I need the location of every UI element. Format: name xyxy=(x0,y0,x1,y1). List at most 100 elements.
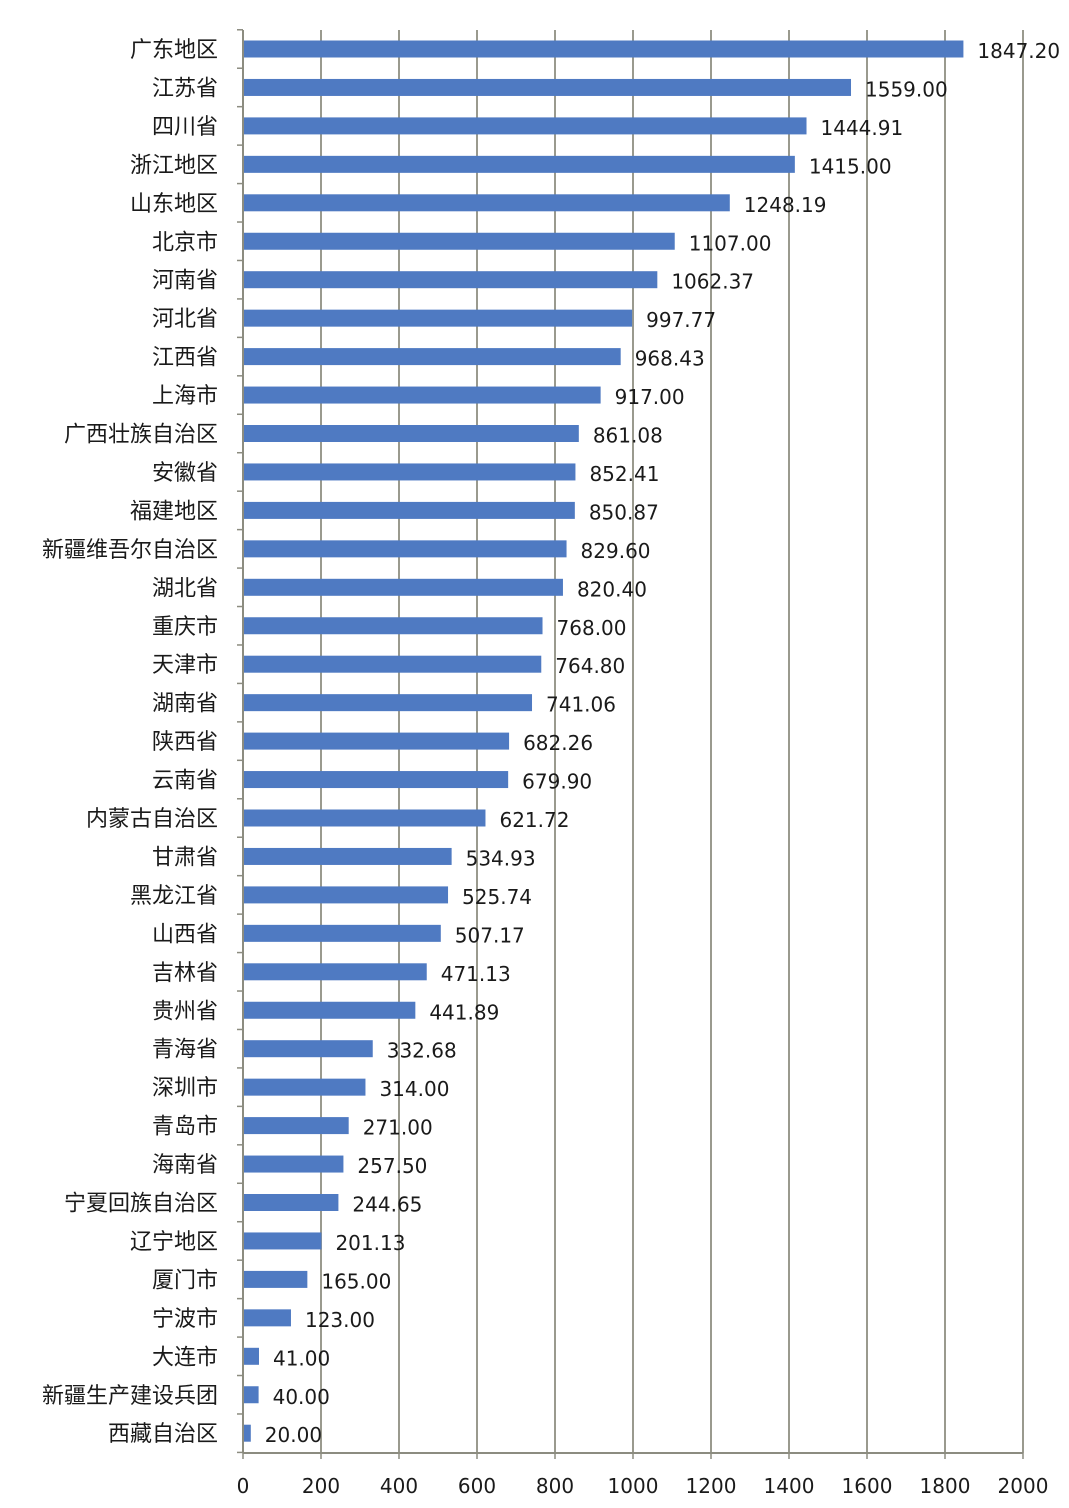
bar-28 xyxy=(244,1117,349,1135)
category-label: 上海市 xyxy=(152,384,218,409)
value-label: 820.40 xyxy=(577,577,647,601)
category-label: 重庆市 xyxy=(152,615,218,640)
bar-26 xyxy=(244,1040,373,1058)
bar-35 xyxy=(244,1386,259,1404)
bar-20 xyxy=(244,809,486,827)
bar-17 xyxy=(244,694,533,712)
value-label: 244.65 xyxy=(352,1193,422,1217)
bar-25 xyxy=(244,1001,416,1019)
value-label: 165.00 xyxy=(321,1269,391,1293)
value-label: 441.89 xyxy=(429,1000,499,1024)
value-label: 1248.19 xyxy=(744,193,827,217)
value-label: 20.00 xyxy=(265,1423,322,1447)
category-label: 深圳市 xyxy=(152,1076,218,1101)
category-label: 内蒙古自治区 xyxy=(86,807,218,832)
value-label: 1062.37 xyxy=(671,270,754,294)
category-label: 青海省 xyxy=(152,1038,218,1063)
bar-14 xyxy=(244,578,563,596)
bar-23 xyxy=(244,924,441,942)
value-label: 768.00 xyxy=(557,616,627,640)
value-label: 507.17 xyxy=(455,923,525,947)
category-label: 广西壮族自治区 xyxy=(64,423,218,448)
category-label: 吉林省 xyxy=(152,961,218,986)
value-label: 997.77 xyxy=(646,308,716,332)
value-label: 1107.00 xyxy=(689,231,772,255)
category-label: 西藏自治区 xyxy=(108,1422,218,1447)
category-label: 青岛市 xyxy=(152,1115,218,1140)
category-label: 新疆维吾尔自治区 xyxy=(42,538,218,563)
value-label: 534.93 xyxy=(466,846,536,870)
category-label: 河南省 xyxy=(152,269,218,294)
bar-19 xyxy=(244,771,509,789)
bar-6 xyxy=(244,271,658,289)
value-label: 201.13 xyxy=(335,1231,405,1255)
value-label: 271.00 xyxy=(363,1116,433,1140)
x-tick-label: 1800 xyxy=(920,1474,971,1498)
value-label: 1415.00 xyxy=(809,154,892,178)
category-label: 福建地区 xyxy=(130,499,218,524)
value-label: 41.00 xyxy=(273,1346,330,1370)
category-label: 安徽省 xyxy=(152,461,218,486)
category-label: 天津市 xyxy=(152,653,218,678)
value-label: 471.13 xyxy=(441,962,511,986)
value-label: 1444.91 xyxy=(821,116,904,140)
x-tick-label: 600 xyxy=(458,1474,496,1498)
bar-4 xyxy=(244,194,730,212)
category-label: 四川省 xyxy=(152,115,218,140)
bar-32 xyxy=(244,1270,308,1288)
value-label: 852.41 xyxy=(589,462,659,486)
category-label: 河北省 xyxy=(152,307,218,332)
value-label: 829.60 xyxy=(581,539,651,563)
value-label: 679.90 xyxy=(522,770,592,794)
category-label: 辽宁地区 xyxy=(130,1230,218,1255)
axes xyxy=(237,29,1024,1459)
x-tick-label: 1200 xyxy=(686,1474,737,1498)
category-label: 北京市 xyxy=(152,230,218,255)
bar-11 xyxy=(244,463,576,481)
bar-18 xyxy=(244,732,510,750)
x-tick-label: 1600 xyxy=(842,1474,893,1498)
value-label: 123.00 xyxy=(305,1308,375,1332)
x-tick-label: 800 xyxy=(536,1474,574,1498)
bar-24 xyxy=(244,963,427,981)
value-label: 968.43 xyxy=(635,347,705,371)
bar-16 xyxy=(244,655,542,673)
bar-8 xyxy=(244,348,621,366)
bar-12 xyxy=(244,501,575,519)
category-label: 山西省 xyxy=(152,922,218,947)
bar-13 xyxy=(244,540,567,558)
value-label: 917.00 xyxy=(615,385,685,409)
bar-0 xyxy=(244,40,964,58)
category-label: 宁夏回族自治区 xyxy=(64,1192,218,1217)
labels: 0 200 400 600 800 1000 1200 1400 1600 1800 2000 广东地… xyxy=(42,38,1060,1498)
value-label: 314.00 xyxy=(379,1077,449,1101)
x-tick-label: 2000 xyxy=(998,1474,1049,1498)
grid-lines xyxy=(320,30,1024,1453)
x-tick-label: 0 xyxy=(237,1474,250,1498)
category-label: 江西省 xyxy=(152,346,218,371)
bar-22 xyxy=(244,886,449,904)
category-label: 厦门市 xyxy=(152,1268,218,1293)
value-label: 741.06 xyxy=(546,693,616,717)
bar-36 xyxy=(244,1424,251,1442)
category-label: 甘肃省 xyxy=(152,845,218,870)
category-label: 江苏省 xyxy=(152,76,218,101)
value-label: 861.08 xyxy=(593,424,663,448)
category-label: 云南省 xyxy=(152,769,218,794)
category-label: 新疆生产建设兵团 xyxy=(42,1384,218,1409)
category-label: 山东地区 xyxy=(130,192,218,217)
category-label: 浙江地区 xyxy=(130,153,218,178)
value-label: 40.00 xyxy=(273,1385,330,1409)
x-tick-label: 400 xyxy=(380,1474,418,1498)
x-tick-label: 1400 xyxy=(764,1474,815,1498)
bar-9 xyxy=(244,386,601,404)
bar-1 xyxy=(244,78,852,96)
category-label: 贵州省 xyxy=(152,999,218,1024)
category-label: 广东地区 xyxy=(130,38,218,63)
value-label: 764.80 xyxy=(555,654,625,678)
category-label: 陕西省 xyxy=(152,730,218,755)
x-tick-label: 200 xyxy=(302,1474,340,1498)
value-label: 332.68 xyxy=(387,1039,457,1063)
